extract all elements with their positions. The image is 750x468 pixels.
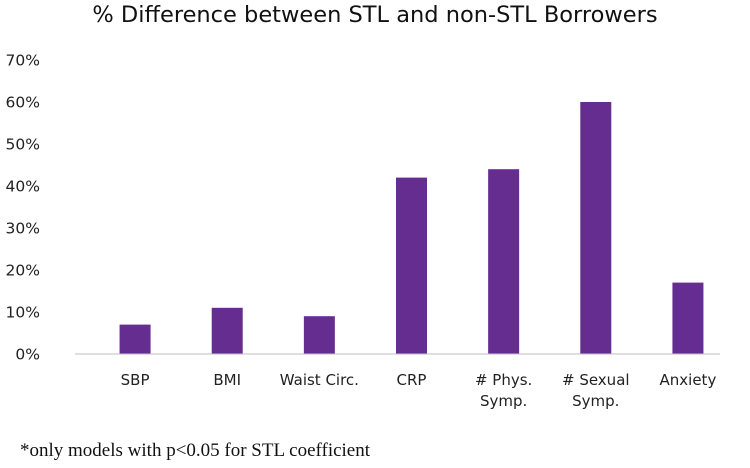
bar — [580, 102, 612, 354]
x-tick-label: Anxiety — [660, 371, 717, 389]
bar — [672, 282, 704, 354]
y-tick-label: 50% — [6, 136, 40, 154]
y-tick-label: 20% — [6, 262, 40, 280]
bar — [211, 307, 243, 354]
bar — [488, 169, 520, 354]
bar — [303, 316, 335, 354]
y-tick-label: 0% — [15, 346, 40, 364]
y-tick-label: 60% — [6, 94, 40, 112]
x-tick-label: SBP — [121, 371, 150, 389]
chart-title: % Difference between STL and non-STL Bor… — [92, 2, 658, 28]
bar — [396, 177, 427, 354]
x-tick-label: BMI — [213, 371, 241, 389]
y-tick-label: 40% — [6, 178, 40, 196]
y-tick-label: 10% — [6, 304, 40, 322]
x-tick-label: Waist Circ. — [280, 371, 359, 389]
x-tick-label: # Phys. Symp. — [475, 371, 532, 410]
footnote: *only models with p<0.05 for STL coeffic… — [20, 440, 371, 461]
x-tick-label: # Sexual Symp. — [562, 371, 630, 410]
y-tick-label: 70% — [6, 52, 40, 70]
bar — [119, 324, 151, 354]
y-tick-label: 30% — [6, 220, 40, 238]
x-tick-label: CRP — [397, 371, 427, 389]
